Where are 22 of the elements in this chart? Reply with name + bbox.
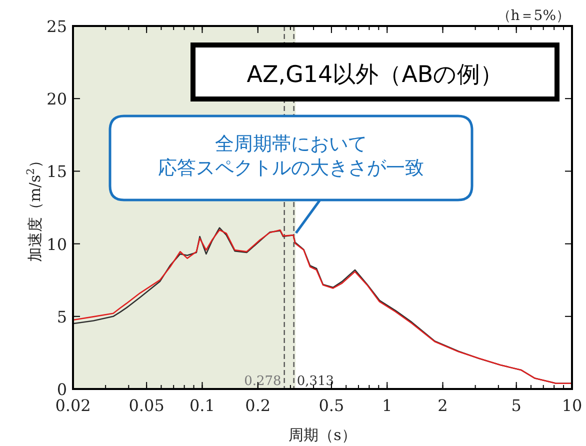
y-tick-label: 25	[46, 17, 67, 36]
x-axis-title: 周期（s）	[288, 426, 356, 444]
y-tick-label: 10	[46, 234, 67, 254]
text: （h＝5%）	[496, 8, 570, 24]
x-tick-label: 0.02	[55, 396, 91, 415]
annotation: 全周期帯において	[215, 133, 367, 155]
annotation: 応答スペクトルの大きさが一致	[158, 157, 424, 179]
y-tick-label: 15	[46, 162, 67, 182]
x-tick-label: 0.05	[128, 396, 164, 415]
x-tick-label: 0.2	[245, 396, 271, 415]
x-tick-label: 1	[382, 396, 392, 415]
text: AZ,G14以外（ABの例）	[246, 62, 504, 88]
x-tick-label: 2	[438, 396, 448, 415]
y-tick-label: 20	[46, 90, 67, 109]
y-tick-label: 5	[56, 307, 67, 326]
x-tick-label: 0.1	[190, 396, 215, 415]
x-tick-label: 5	[511, 396, 522, 415]
ref-line-label: 0,313	[296, 374, 334, 389]
x-tick-label: 0.5	[318, 396, 344, 415]
ref-line-label: 0.278	[244, 374, 282, 389]
y-tick-label: 0	[56, 380, 67, 399]
x-tick-label: 10	[562, 396, 582, 415]
